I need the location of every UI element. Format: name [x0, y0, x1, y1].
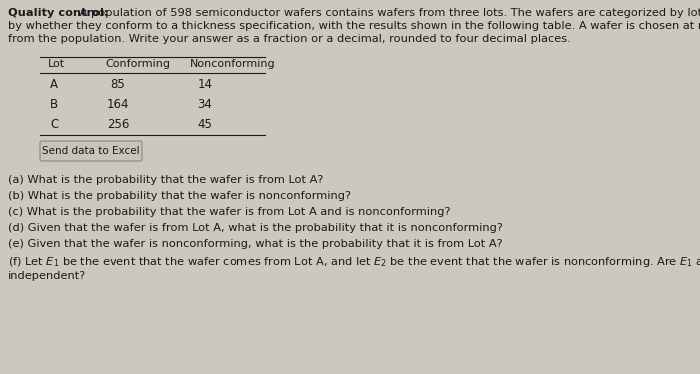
Text: Lot: Lot — [48, 59, 65, 69]
Text: (c) What is the probability that the wafer is from Lot A and is nonconforming?: (c) What is the probability that the waf… — [8, 207, 451, 217]
Text: (f) Let $E_1$ be the event that the wafer comes from Lot A, and let $E_2$ be the: (f) Let $E_1$ be the event that the wafe… — [8, 255, 700, 269]
Text: A population of 598 semiconductor wafers contains wafers from three lots. The wa: A population of 598 semiconductor wafers… — [76, 8, 700, 18]
Text: 34: 34 — [197, 98, 212, 111]
Text: independent?: independent? — [8, 271, 86, 281]
Text: B: B — [50, 98, 58, 111]
Text: Conforming: Conforming — [105, 59, 170, 69]
Text: from the population. Write your answer as a fraction or a decimal, rounded to fo: from the population. Write your answer a… — [8, 34, 570, 44]
Text: (d) Given that the wafer is from Lot A, what is the probability that it is nonco: (d) Given that the wafer is from Lot A, … — [8, 223, 503, 233]
Text: A: A — [50, 78, 58, 91]
Text: (e) Given that the wafer is nonconforming, what is the probability that it is fr: (e) Given that the wafer is nonconformin… — [8, 239, 503, 249]
Text: C: C — [50, 118, 58, 131]
FancyBboxPatch shape — [40, 141, 142, 161]
Text: 45: 45 — [197, 118, 212, 131]
Text: 14: 14 — [197, 78, 213, 91]
Text: 85: 85 — [111, 78, 125, 91]
Text: (a) What is the probability that the wafer is from Lot A?: (a) What is the probability that the waf… — [8, 175, 323, 185]
Text: (b) What is the probability that the wafer is nonconforming?: (b) What is the probability that the waf… — [8, 191, 351, 201]
Text: by whether they conform to a thickness specification, with the results shown in : by whether they conform to a thickness s… — [8, 21, 700, 31]
Text: Send data to Excel: Send data to Excel — [42, 146, 140, 156]
Text: 164: 164 — [106, 98, 130, 111]
Text: 256: 256 — [107, 118, 130, 131]
Text: Nonconforming: Nonconforming — [190, 59, 276, 69]
Text: Quality control:: Quality control: — [8, 8, 108, 18]
